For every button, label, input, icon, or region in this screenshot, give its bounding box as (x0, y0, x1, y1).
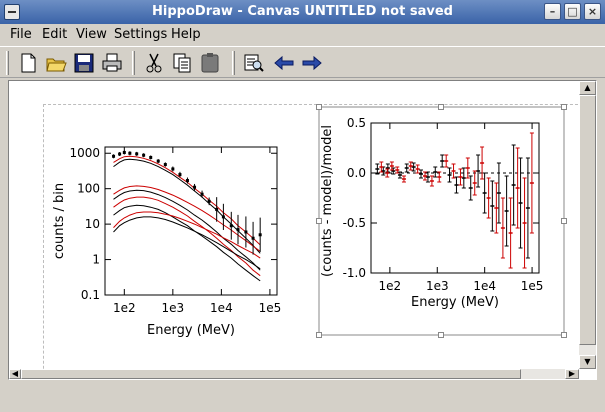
toolbar (0, 46, 605, 78)
save-icon[interactable] (72, 51, 96, 75)
selection-handle (316, 218, 322, 224)
y-tick-label: 100 (77, 182, 100, 196)
x-tick-label: 1e3 (426, 279, 449, 293)
horizontal-scrollbar[interactable]: ◀ ▶ (9, 369, 579, 379)
data-point (163, 163, 167, 167)
model-line-4 (113, 189, 261, 271)
forward-arrow-icon[interactable] (300, 51, 324, 75)
data-point (185, 179, 189, 183)
data-point (149, 155, 153, 159)
model-line-1 (113, 155, 261, 246)
paste-icon[interactable] (198, 51, 222, 75)
maximize-button[interactable]: □ (564, 3, 581, 20)
menu-file[interactable]: File (10, 27, 32, 42)
y-tick-label: -0.5 (343, 216, 366, 230)
model-line-7 (113, 211, 261, 259)
vertical-scroll-thumb[interactable] (579, 95, 596, 345)
y-tick-label: 0.1 (81, 288, 100, 302)
minimize-button[interactable]: – (544, 3, 561, 20)
y-axis-label: counts / bin (52, 183, 67, 259)
data-point (229, 224, 233, 228)
scroll-down-icon[interactable]: ▼ (579, 355, 596, 369)
copy-icon[interactable] (170, 51, 194, 75)
status-bar (0, 384, 605, 412)
menu-help[interactable]: Help (171, 27, 201, 42)
menu-settings[interactable]: Settings (114, 27, 168, 42)
x-tick-label: 1e4 (473, 279, 496, 293)
selection-handle (438, 332, 444, 338)
x-axis-label: Energy (MeV) (411, 295, 499, 310)
data-point (215, 207, 219, 211)
data-point (156, 159, 160, 163)
menu-bar: File Edit View Settings Help (0, 24, 605, 46)
window-menu-icon[interactable] (4, 4, 20, 20)
data-point (171, 167, 175, 171)
model-line-2 (113, 158, 261, 254)
plot-frame (370, 122, 540, 274)
spectrum-plot[interactable]: 1e2 1e3 1e4 1e5 1000 100 10 1 0.1 Energy (MeV) cou… (49, 133, 289, 345)
y-tick-label: 10 (85, 217, 100, 231)
cut-icon[interactable] (142, 51, 166, 75)
title-bar: HippoDraw - Canvas UNTITLED not saved – … (0, 0, 605, 24)
page-boundary (43, 104, 579, 369)
y-axis-label: (counts - model)/model (320, 125, 335, 277)
window-title: HippoDraw - Canvas UNTITLED not saved (152, 4, 453, 19)
data-point (258, 233, 262, 237)
model-line-6 (113, 204, 261, 282)
y-tick-label: 0.5 (347, 116, 366, 130)
x-tick-label: 1e3 (162, 301, 185, 315)
y-tick-label: 0.0 (347, 166, 366, 180)
toolbar-grip[interactable] (132, 51, 135, 75)
selection-handle (561, 218, 567, 224)
scroll-left-icon[interactable]: ◀ (9, 369, 21, 379)
data-point (244, 230, 248, 234)
data-point (193, 185, 197, 189)
horizontal-scroll-thumb[interactable] (21, 369, 521, 379)
y-tick-label: 1 (92, 253, 100, 267)
toolbar-grip[interactable] (6, 51, 9, 75)
data-point (207, 199, 211, 203)
print-icon[interactable] (100, 51, 124, 75)
open-folder-icon[interactable] (44, 51, 68, 75)
toolbar-grip[interactable] (232, 51, 235, 75)
data-point (221, 215, 225, 219)
data-point (112, 154, 116, 158)
plot-frame (104, 146, 278, 296)
menu-view[interactable]: View (76, 27, 107, 42)
back-arrow-icon[interactable] (272, 51, 296, 75)
vertical-scrollbar[interactable]: ▲ ▼ (579, 81, 596, 369)
x-tick-label: 1e2 (113, 301, 136, 315)
data-point (251, 236, 255, 240)
canvas-page[interactable]: 1e2 1e3 1e4 1e5 1000 100 10 1 0.1 Energy (MeV) cou… (9, 81, 579, 369)
x-axis-label: Energy (MeV) (147, 323, 235, 338)
data-point (200, 192, 204, 196)
canvas-view: 1e2 1e3 1e4 1e5 1000 100 10 1 0.1 Energy (MeV) cou… (8, 80, 597, 380)
selection-handle (316, 332, 322, 338)
scroll-up-icon[interactable]: ▲ (579, 81, 596, 95)
residuals-plot[interactable]: 1e2 1e3 1e4 1e5 0.5 0.0 -0.5 -1.0 Energy (MeV) (c… (309, 103, 567, 339)
x-tick-label: 1e4 (210, 301, 233, 315)
x-tick-label: 1e5 (259, 301, 282, 315)
y-tick-label: 1000 (69, 146, 100, 160)
data-point (142, 153, 146, 157)
menu-edit[interactable]: Edit (42, 27, 68, 42)
new-file-icon[interactable] (16, 51, 40, 75)
x-tick-label: 1e2 (379, 279, 402, 293)
selection-handle (561, 332, 567, 338)
scroll-right-icon[interactable]: ▶ (565, 369, 579, 379)
selection-handle (316, 104, 322, 110)
model-line-3 (113, 185, 261, 252)
inspect-icon[interactable] (242, 51, 266, 75)
model-line-8 (113, 216, 261, 270)
y-tick-label: -1.0 (343, 266, 366, 280)
data-point (135, 152, 139, 156)
data-point (118, 152, 122, 156)
data-point (236, 228, 240, 232)
selection-handle (438, 104, 444, 110)
data-point (128, 151, 132, 155)
close-button[interactable]: × (584, 3, 601, 20)
selection-handle (561, 104, 567, 110)
x-tick-label: 1e5 (521, 279, 544, 293)
data-point (178, 173, 182, 177)
